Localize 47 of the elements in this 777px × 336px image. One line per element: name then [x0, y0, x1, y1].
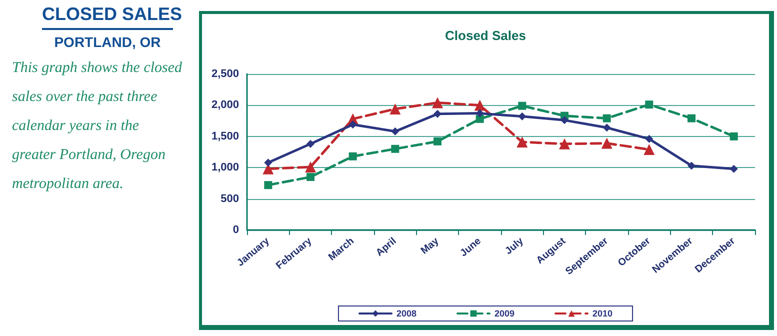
point: [305, 161, 316, 172]
y-tick-label: 500: [220, 192, 239, 205]
point: [434, 110, 442, 118]
point: [688, 114, 696, 122]
x-tick-label: June: [458, 236, 484, 260]
point: [348, 120, 357, 129]
point: [264, 158, 272, 167]
x-tick-label: July: [503, 236, 526, 258]
point: [306, 172, 314, 181]
y-tick-label: 1,500: [211, 130, 239, 142]
text: PORTLAND, OR: [53, 34, 162, 50]
point: [730, 132, 738, 140]
y-tick-label: 0: [232, 224, 239, 236]
point: [391, 127, 400, 136]
point: [601, 138, 612, 149]
point: [264, 181, 272, 190]
point: [432, 97, 443, 108]
point: [391, 144, 400, 153]
point: [518, 112, 526, 120]
point: [602, 114, 611, 122]
point: [688, 162, 696, 170]
y-tick-label: 1,000: [211, 162, 239, 174]
point: [474, 100, 486, 111]
point: [645, 100, 654, 109]
point: [645, 134, 654, 143]
x-tick-label: May: [419, 236, 442, 257]
point: [306, 140, 314, 148]
text: This graph shows the closed sales over the past three calendar years in the greater Portland, Oregon metropolitan area.: [12, 59, 182, 194]
point: [348, 152, 357, 160]
chart-title: Closed Sales: [445, 28, 526, 43]
point: [476, 114, 484, 123]
point: [476, 109, 484, 118]
legend-label: 2008: [396, 308, 416, 318]
point: [560, 116, 568, 124]
legend-label: 2009: [494, 308, 515, 318]
text: CLOSED SALES: [42, 4, 182, 26]
point: [390, 103, 401, 114]
point: [644, 144, 655, 156]
point: [516, 136, 528, 148]
point: [518, 102, 526, 110]
legend-label: 2010: [592, 308, 613, 318]
point: [559, 138, 570, 150]
point: [434, 137, 442, 146]
y-tick-label: 2,500: [211, 68, 239, 80]
point: [602, 124, 611, 132]
point: [730, 164, 738, 173]
y-tick-label: 2,000: [211, 99, 239, 112]
